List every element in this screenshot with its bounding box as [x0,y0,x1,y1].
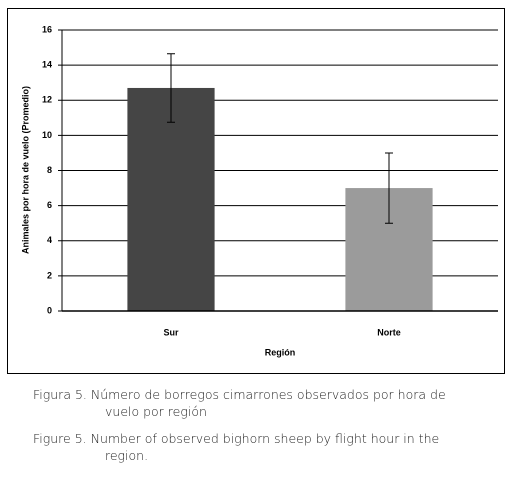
y-tick-label: 12 [42,95,52,105]
x-tick-label: Sur [163,327,179,337]
y-tick-label: 14 [42,60,52,70]
y-tick-label: 10 [42,130,52,140]
y-axis-label: Animales por hora de vuelo (Promedio) [20,86,30,254]
y-tick-label: 0 [47,305,52,315]
x-tick-label: Norte [377,327,401,337]
y-tick-label: 8 [47,165,52,175]
y-tick-label: 16 [42,24,52,34]
caption: Figure 5. Number of observed bighorn she… [33,431,440,463]
error-bar [167,53,175,123]
chart: Región Animales por hora de vuelo (Prome… [7,8,505,374]
x-axis-label: Región [265,347,296,357]
caption: Figura 5. Número de borregos cimarrones … [33,387,446,419]
bar [127,87,215,311]
y-tick-label: 4 [47,235,52,245]
error-bar [385,152,393,224]
y-tick-label: 2 [47,270,52,280]
y-tick-label: 6 [47,200,52,210]
